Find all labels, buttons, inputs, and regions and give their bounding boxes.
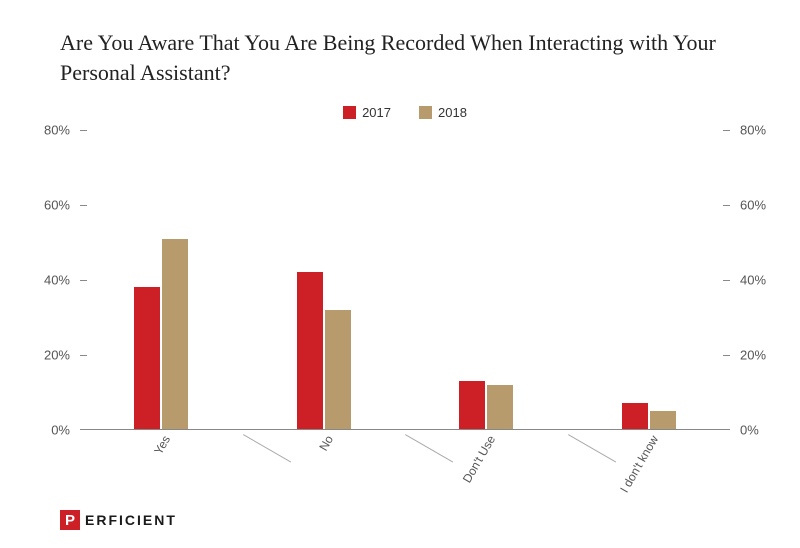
y-axis-right: 0%20%40%60%80% <box>740 130 788 430</box>
plot <box>80 130 730 430</box>
y-tickmark <box>723 130 730 131</box>
legend-label: 2017 <box>362 105 391 120</box>
bar-group <box>80 130 243 429</box>
y-tick-right: 0% <box>740 423 788 438</box>
x-label-cell: Don't Use <box>405 433 568 508</box>
chart-card: Are You Aware That You Are Being Recorde… <box>0 0 800 548</box>
chart-title: Are You Aware That You Are Being Recorde… <box>60 28 750 87</box>
x-axis-label: I don't know <box>617 433 661 495</box>
legend-swatch <box>419 106 432 119</box>
y-tickmark <box>80 280 87 281</box>
y-axis-left: 0%20%40%60%80% <box>22 130 70 430</box>
y-tick-left: 0% <box>22 423 70 438</box>
x-axis-labels: Yes No Don't Use I don't know <box>80 433 730 508</box>
brand-mark: P <box>60 510 80 530</box>
y-tickmark <box>80 355 87 356</box>
bar-group <box>568 130 731 429</box>
y-tick-right: 20% <box>740 348 788 363</box>
brand-logo: P ERFICIENT <box>60 510 177 530</box>
y-tickmark <box>80 429 87 430</box>
legend-label: 2018 <box>438 105 467 120</box>
y-tick-left: 80% <box>22 123 70 138</box>
y-tick-left: 20% <box>22 348 70 363</box>
legend: 2017 2018 <box>60 105 750 120</box>
bar-group <box>405 130 568 429</box>
legend-item: 2017 <box>343 105 391 120</box>
bar-groups <box>80 130 730 429</box>
y-tickmark <box>723 355 730 356</box>
bar-group <box>243 130 406 429</box>
y-tickmark <box>723 280 730 281</box>
y-tick-left: 60% <box>22 198 70 213</box>
brand-text: ERFICIENT <box>85 512 177 528</box>
x-axis-label: Yes <box>151 433 173 457</box>
x-label-cell: I don't know <box>568 433 731 508</box>
bar <box>162 239 188 430</box>
y-tick-right: 80% <box>740 123 788 138</box>
x-label-cell: No <box>243 433 406 508</box>
legend-swatch <box>343 106 356 119</box>
y-tick-right: 40% <box>740 273 788 288</box>
bar <box>297 272 323 429</box>
legend-item: 2018 <box>419 105 467 120</box>
x-axis-label: Don't Use <box>460 433 498 485</box>
bar <box>487 385 513 430</box>
x-label-cell: Yes <box>80 433 243 508</box>
plot-area: 0%20%40%60%80% 0%20%40%60%80% <box>70 130 740 430</box>
bar <box>134 287 160 429</box>
y-tickmark <box>723 205 730 206</box>
y-tick-left: 40% <box>22 273 70 288</box>
y-tickmark <box>80 205 87 206</box>
y-tick-right: 60% <box>740 198 788 213</box>
y-tickmark <box>723 429 730 430</box>
bar <box>650 411 676 430</box>
bar <box>459 381 485 430</box>
x-axis-label: No <box>316 433 336 453</box>
y-tickmark <box>80 130 87 131</box>
bar <box>622 403 648 429</box>
bar <box>325 310 351 430</box>
